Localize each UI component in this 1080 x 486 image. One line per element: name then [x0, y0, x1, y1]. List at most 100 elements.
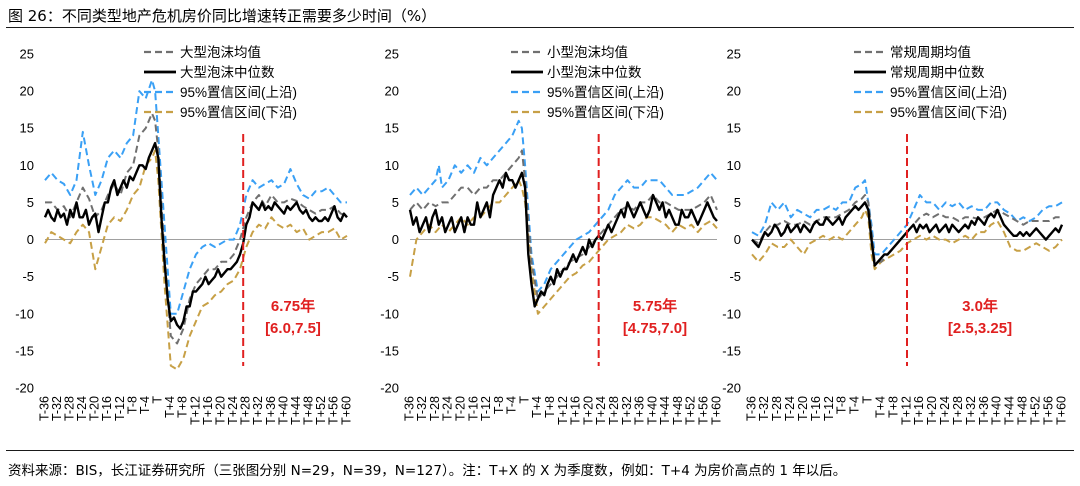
- y-tick-label: -5: [729, 269, 741, 284]
- x-tick-label: T+36: [977, 396, 991, 425]
- legend-label: 95%置信区间(上沿): [547, 85, 664, 100]
- legend-label: 95%置信区间(下沿): [180, 105, 297, 120]
- x-tick-label: T+52: [1028, 396, 1042, 425]
- series-line-mean: [751, 194, 1062, 263]
- y-tick-label: 5: [734, 195, 741, 210]
- annotation-range: [4.75,7.0]: [623, 320, 687, 337]
- x-tick-label: T+56: [697, 396, 711, 425]
- x-tick-label: T-32: [50, 396, 64, 421]
- x-tick-label: T+12: [556, 396, 570, 425]
- series-line-lower: [751, 208, 1063, 271]
- chart-panel-normal-cycle: -20 -15 -10 -5 0 5 10 15 20 25 T-36T-32T-28T-24T-2…: [722, 45, 1068, 425]
- x-tick-label: T+24: [938, 396, 952, 425]
- x-tick-label: T-24: [441, 396, 455, 421]
- x-tick-label: T-24: [75, 396, 89, 421]
- legend-label: 95%置信区间(下沿): [890, 105, 1007, 120]
- y-tick-label: 5: [27, 195, 34, 210]
- x-tick-label: T+36: [633, 396, 647, 425]
- y-tick-label: 15: [385, 121, 399, 136]
- x-tick-label: T+52: [684, 396, 698, 425]
- x-tick-label: T+16: [569, 396, 583, 425]
- legend-label: 大型泡沫均值: [180, 45, 261, 60]
- series-line-lower: [409, 179, 718, 315]
- x-tick-label: T+32: [620, 396, 634, 425]
- y-tick-label: 20: [20, 84, 34, 99]
- x-tick-label: T-36: [402, 396, 416, 421]
- y-tick-label: 10: [20, 158, 34, 173]
- y-tick-label: 25: [385, 47, 399, 62]
- y-tick-label: -20: [380, 381, 399, 396]
- source-rule: [6, 450, 1074, 451]
- y-tick-label: -5: [22, 269, 34, 284]
- x-tick-label: T+60: [1054, 396, 1068, 425]
- x-tick-label: T+8: [886, 396, 900, 418]
- x-tick-label: T-16: [809, 396, 823, 421]
- x-tick-label: T+16: [912, 396, 926, 425]
- x-tick-label: T+20: [213, 396, 227, 425]
- x-tick-label: T+56: [1041, 396, 1055, 425]
- x-tick-label: T+44: [1003, 396, 1017, 425]
- y-tick-label: 10: [385, 158, 399, 173]
- x-tick-label: T+12: [899, 396, 913, 425]
- x-tick-label: T-12: [113, 396, 127, 421]
- x-tick-label: T+48: [1016, 396, 1030, 425]
- y-tick-label: 5: [392, 195, 399, 210]
- annotation-years: 3.0年: [962, 297, 998, 315]
- y-tick-label: -5: [387, 269, 399, 284]
- x-tick-label: T+24: [226, 396, 240, 425]
- x-tick-label: T-16: [100, 396, 114, 421]
- x-tick-label: T-4: [138, 396, 152, 414]
- x-tick-label: T+32: [964, 396, 978, 425]
- series-line-upper: [409, 119, 718, 293]
- y-tick-label: 25: [727, 47, 741, 62]
- x-tick-label: T-8: [492, 396, 506, 414]
- legend-label: 大型泡沫中位数: [180, 65, 275, 80]
- x-tick-label: T+40: [645, 396, 659, 425]
- series-line-median: [43, 141, 348, 330]
- y-tick-label: -10: [380, 306, 399, 321]
- x-tick-label: T+44: [658, 396, 672, 425]
- x-tick-label: T-16: [466, 396, 480, 421]
- series-line-median: [408, 171, 718, 308]
- title-rule: [6, 27, 1074, 28]
- x-tick-label: T+28: [951, 396, 965, 425]
- legend-label: 95%置信区间(上沿): [180, 85, 297, 100]
- x-tick-label: T+32: [251, 396, 265, 425]
- x-tick-label: T+20: [925, 396, 939, 425]
- legend-label: 95%置信区间(上沿): [890, 85, 1007, 100]
- y-tick-label: 0: [27, 232, 34, 247]
- source-note: 资料来源：BIS，长江证券研究所（三张图分别 N=29，N=39，N=127）。…: [8, 463, 847, 479]
- x-tick-label: T+8: [176, 396, 190, 418]
- y-tick-label: 25: [20, 47, 34, 62]
- x-tick-label: T+36: [264, 396, 278, 425]
- x-tick-label: T+12: [188, 396, 202, 425]
- x-tick-label: T-32: [415, 396, 429, 421]
- annotation-range: [6.0,7.5]: [265, 320, 321, 337]
- y-tick-label: -15: [380, 343, 399, 358]
- x-tick-label: T+60: [709, 396, 723, 425]
- annotation-years: 5.75年: [633, 297, 677, 315]
- x-tick-label: T-4: [505, 396, 519, 414]
- x-tick-label: T+20: [581, 396, 595, 425]
- legend-label: 小型泡沫均值: [547, 45, 628, 60]
- figure-title: 图 26：不同类型地产危机房价同比增速转正需要多少时间（%）: [8, 7, 437, 25]
- y-tick-label: -10: [15, 306, 34, 321]
- y-tick-label: -15: [15, 343, 34, 358]
- x-tick-label: T+4: [873, 396, 887, 418]
- y-tick-label: 15: [20, 121, 34, 136]
- x-tick-label: T: [517, 396, 531, 404]
- x-tick-label: T-28: [770, 396, 784, 421]
- x-tick-label: T+44: [289, 396, 303, 425]
- x-tick-label: T-4: [848, 396, 862, 414]
- x-tick-label: T+24: [594, 396, 608, 425]
- series-line-mean: [409, 149, 718, 300]
- x-tick-label: T-36: [744, 396, 758, 421]
- x-tick-label: T+40: [276, 396, 290, 425]
- y-tick-label: 20: [385, 84, 399, 99]
- legend-label: 95%置信区间(下沿): [547, 105, 664, 120]
- chart-panel-large-bubble: -20 -15 -10 -5 0 5 10 15 20 25 T-36T-32T-28T-24T-2…: [15, 45, 353, 425]
- x-tick-label: T-32: [757, 396, 771, 421]
- x-tick-label: T+48: [671, 396, 685, 425]
- x-tick-label: T-8: [835, 396, 849, 414]
- series-line-upper: [44, 79, 347, 315]
